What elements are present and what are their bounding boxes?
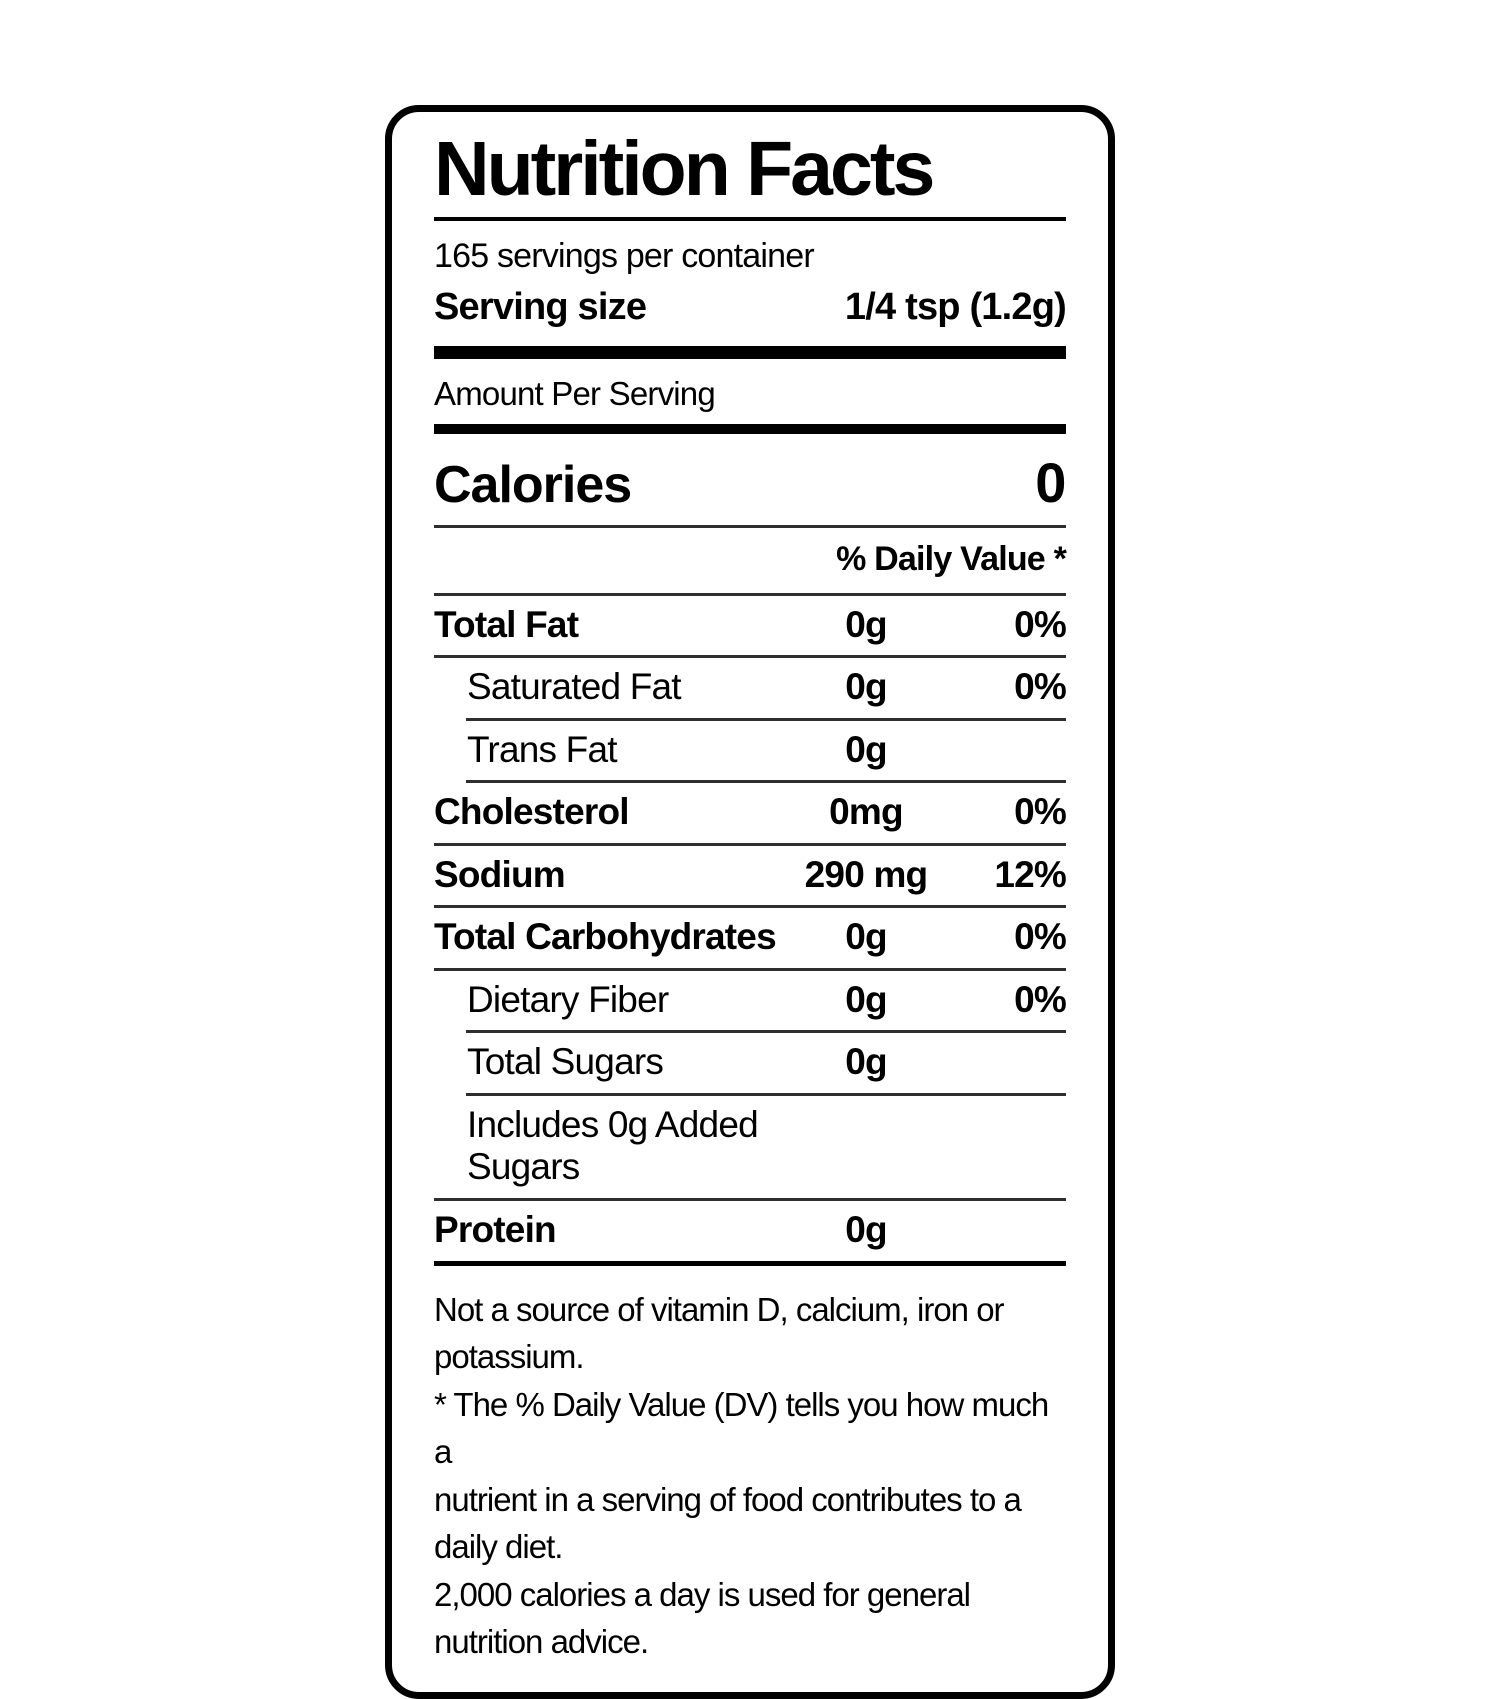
nutrient-name: Protein bbox=[434, 1209, 557, 1250]
divider bbox=[466, 1030, 1066, 1034]
nutrient-name: Sodium bbox=[434, 853, 566, 895]
divider bbox=[434, 1198, 1066, 1201]
footnote-line: Not a source of vitamin D, calcium, iron… bbox=[434, 1290, 1005, 1376]
nutrient-amount: 0g bbox=[845, 728, 887, 770]
amount-per-serving-label: Amount Per Serving bbox=[434, 374, 716, 412]
nutrient-row-protein: Protein 0g bbox=[434, 1201, 1066, 1261]
calories-row: Calories 0 bbox=[434, 442, 1066, 525]
serving-size-label: Serving size bbox=[434, 285, 647, 328]
nutrient-row-trans-fat: Trans Fat 0g bbox=[434, 721, 1066, 781]
nutrient-name: Trans Fat bbox=[467, 728, 618, 770]
title-divider bbox=[434, 216, 1066, 221]
nutrient-amount: 290 mg bbox=[804, 853, 929, 895]
footer-divider bbox=[434, 1260, 1066, 1266]
divider bbox=[434, 592, 1066, 596]
nutrient-amount: 0g bbox=[845, 916, 887, 958]
servings-per-container: 165 servings per container bbox=[434, 236, 815, 275]
nutrient-row-total-sugars: Total Sugars 0g bbox=[434, 1033, 1066, 1093]
nutrient-name: Total Fat bbox=[434, 603, 579, 645]
nutrient-name: Total Carbohydrates bbox=[434, 916, 777, 958]
nutrient-amount: 0g bbox=[845, 603, 887, 645]
calories-value: 0 bbox=[1035, 450, 1066, 514]
nutrient-row-added-sugars: Includes 0g Added Sugars bbox=[434, 1096, 1066, 1198]
footnote-line: 2,000 calories a day is used for general… bbox=[434, 1575, 971, 1661]
nutrient-amount: 0g bbox=[845, 1209, 887, 1250]
nutrient-amount: 0g bbox=[845, 1041, 887, 1083]
nutrient-name: Saturated Fat bbox=[467, 666, 682, 708]
nutrient-daily-value: 0% bbox=[1014, 791, 1067, 833]
nutrient-daily-value: 0% bbox=[1014, 666, 1067, 708]
nutrient-row-total-fat: Total Fat 0g 0% bbox=[434, 596, 1067, 656]
serving-size-value: 1/4 tsp (1.2g) bbox=[844, 285, 1067, 328]
thick-divider-top bbox=[434, 345, 1066, 359]
footnote: Not a source of vitamin D, calcium, iron… bbox=[434, 1286, 1066, 1666]
nutrient-daily-value: 0% bbox=[1014, 978, 1067, 1020]
nutrient-row-saturated-fat: Saturated Fat 0g 0% bbox=[434, 658, 1067, 718]
serving-size-row: Serving size 1/4 tsp (1.2g) bbox=[434, 285, 1067, 329]
nutrient-row-dietary-fiber: Dietary Fiber 0g 0% bbox=[434, 971, 1067, 1031]
label-title: Nutrition Facts bbox=[434, 126, 935, 212]
footnote-line: nutrient in a serving of food contribute… bbox=[434, 1480, 1022, 1566]
thick-divider-calories bbox=[434, 423, 1066, 434]
divider bbox=[434, 524, 1066, 528]
nutrient-daily-value: 12% bbox=[994, 853, 1066, 895]
divider bbox=[434, 655, 1066, 659]
divider bbox=[434, 842, 1066, 846]
nutrient-name: Includes 0g Added Sugars bbox=[467, 1103, 759, 1188]
calories-label: Calories bbox=[434, 455, 632, 514]
nutrient-amount: 0g bbox=[845, 978, 887, 1020]
daily-value-header: % Daily Value * bbox=[836, 539, 1067, 578]
footnote-line: * The % Daily Value (DV) tells you how m… bbox=[434, 1385, 1049, 1471]
nutrient-amount: 0mg bbox=[829, 791, 903, 833]
nutrition-facts-label: Nutrition Facts 165 servings per contain… bbox=[385, 105, 1115, 1699]
nutrient-name: Dietary Fiber bbox=[467, 978, 669, 1020]
nutrient-amount: 0g bbox=[845, 666, 887, 708]
divider bbox=[434, 905, 1066, 909]
nutrient-daily-value: 0% bbox=[1014, 916, 1067, 958]
nutrient-row-cholesterol: Cholesterol 0mg 0% bbox=[434, 783, 1067, 843]
divider bbox=[466, 717, 1066, 721]
divider bbox=[466, 780, 1066, 784]
nutrient-daily-value: 0% bbox=[1014, 603, 1067, 645]
nutrient-name: Cholesterol bbox=[434, 791, 630, 833]
nutrient-row-sodium: Sodium 290 mg 12% bbox=[434, 846, 1067, 906]
nutrient-name: Total Sugars bbox=[467, 1041, 664, 1083]
divider bbox=[434, 967, 1066, 971]
divider bbox=[466, 1092, 1066, 1096]
nutrient-row-total-carbohydrates: Total Carbohydrates 0g 0% bbox=[434, 908, 1067, 968]
